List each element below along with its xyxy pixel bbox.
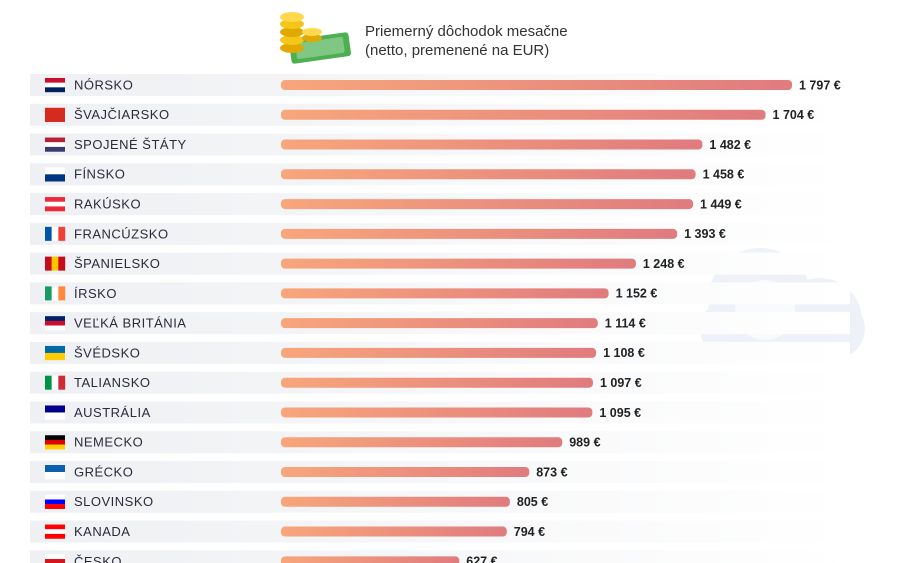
bar bbox=[281, 169, 696, 180]
category-label: ÍRSKO bbox=[74, 286, 117, 301]
flag bbox=[45, 504, 65, 509]
flag bbox=[45, 87, 65, 93]
category-label: ČESKO bbox=[74, 554, 122, 563]
bar bbox=[281, 228, 678, 239]
bar bbox=[281, 407, 593, 418]
category-label: SPOJENÉ ŠTÁTY bbox=[74, 137, 187, 152]
flag bbox=[45, 345, 65, 354]
flag bbox=[45, 107, 65, 122]
category-label: FÍNSKO bbox=[74, 167, 125, 182]
category-label: ŠVÉDSKO bbox=[74, 345, 140, 360]
flag bbox=[45, 167, 65, 175]
flag bbox=[45, 316, 65, 322]
category-label: NÓRSKO bbox=[74, 77, 133, 92]
value-label: 805 € bbox=[517, 495, 548, 509]
category-label: RAKÚSKO bbox=[74, 197, 141, 212]
value-label: 627 € bbox=[466, 555, 497, 563]
value-label: 1 704 € bbox=[773, 108, 815, 122]
flag bbox=[45, 320, 65, 326]
flag bbox=[45, 174, 65, 182]
bar bbox=[281, 377, 593, 388]
value-label: 1 114 € bbox=[605, 316, 646, 330]
flag bbox=[51, 375, 59, 390]
bar bbox=[281, 80, 792, 90]
flag bbox=[51, 286, 59, 301]
flag bbox=[58, 286, 66, 301]
bar bbox=[281, 347, 597, 358]
flag bbox=[45, 533, 65, 539]
flag bbox=[58, 256, 66, 271]
flag bbox=[45, 499, 65, 505]
category-label: VEĽKÁ BRITÁNIA bbox=[74, 316, 186, 331]
bar bbox=[281, 318, 598, 329]
flag bbox=[45, 405, 65, 413]
category-label: AUSTRÁLIA bbox=[74, 405, 151, 420]
value-label: 873 € bbox=[536, 465, 567, 479]
flag bbox=[51, 226, 59, 241]
bar bbox=[281, 467, 530, 478]
category-label: TALIANSKO bbox=[74, 375, 151, 390]
flag bbox=[45, 375, 52, 390]
category-label: ŠVAJČIARSKO bbox=[74, 107, 170, 122]
value-label: 1 797 € bbox=[799, 78, 841, 92]
bar bbox=[281, 496, 510, 507]
flag bbox=[45, 256, 52, 271]
flag bbox=[45, 82, 65, 88]
bar bbox=[281, 526, 507, 537]
flag bbox=[45, 435, 65, 441]
flag bbox=[45, 412, 65, 420]
flag bbox=[45, 554, 65, 560]
flag bbox=[45, 206, 65, 212]
flag bbox=[58, 226, 66, 241]
chart-title: Priemerný dôchodok mesačne bbox=[365, 23, 568, 40]
flag bbox=[45, 78, 65, 83]
value-label: 1 393 € bbox=[684, 227, 726, 241]
bar bbox=[281, 258, 636, 269]
flag bbox=[45, 444, 65, 450]
category-label: ŠPANIELSKO bbox=[74, 256, 160, 271]
flag bbox=[45, 352, 65, 361]
value-label: 1 482 € bbox=[709, 138, 751, 152]
flag bbox=[45, 201, 65, 207]
flag bbox=[45, 472, 65, 480]
chart-subtitle: (netto, premenené na EUR) bbox=[365, 42, 549, 59]
value-label: 1 108 € bbox=[603, 346, 645, 360]
bar bbox=[281, 199, 694, 210]
flag bbox=[45, 226, 52, 241]
value-label: 1 248 € bbox=[643, 257, 685, 271]
bar bbox=[281, 437, 563, 448]
flag bbox=[45, 465, 65, 473]
flag bbox=[45, 146, 65, 152]
category-label: NEMECKO bbox=[74, 435, 143, 450]
value-label: 1 097 € bbox=[600, 376, 642, 390]
bar bbox=[281, 139, 703, 150]
money-icon bbox=[280, 12, 351, 64]
value-label: 1 449 € bbox=[700, 197, 742, 211]
flag bbox=[58, 375, 66, 390]
flag bbox=[45, 137, 65, 143]
flag bbox=[45, 558, 65, 563]
flag bbox=[45, 325, 65, 331]
flag bbox=[45, 142, 65, 148]
bar bbox=[281, 556, 460, 563]
flag bbox=[45, 524, 65, 530]
category-label: FRANCÚZSKO bbox=[74, 226, 169, 241]
flag bbox=[45, 286, 52, 301]
bar bbox=[281, 109, 766, 120]
flag bbox=[51, 256, 59, 271]
value-label: 794 € bbox=[514, 525, 545, 539]
flag bbox=[45, 439, 65, 445]
value-label: 1 152 € bbox=[616, 287, 658, 301]
bar bbox=[281, 288, 609, 299]
category-label: KANADA bbox=[74, 524, 130, 539]
value-label: 1 458 € bbox=[703, 168, 745, 182]
category-label: GRÉCKO bbox=[74, 464, 133, 479]
category-label: SLOVINSKO bbox=[74, 494, 154, 509]
flag bbox=[45, 197, 65, 202]
value-label: 989 € bbox=[569, 436, 600, 450]
flag bbox=[45, 494, 65, 500]
value-label: 1 095 € bbox=[599, 406, 641, 420]
flag bbox=[45, 529, 65, 535]
